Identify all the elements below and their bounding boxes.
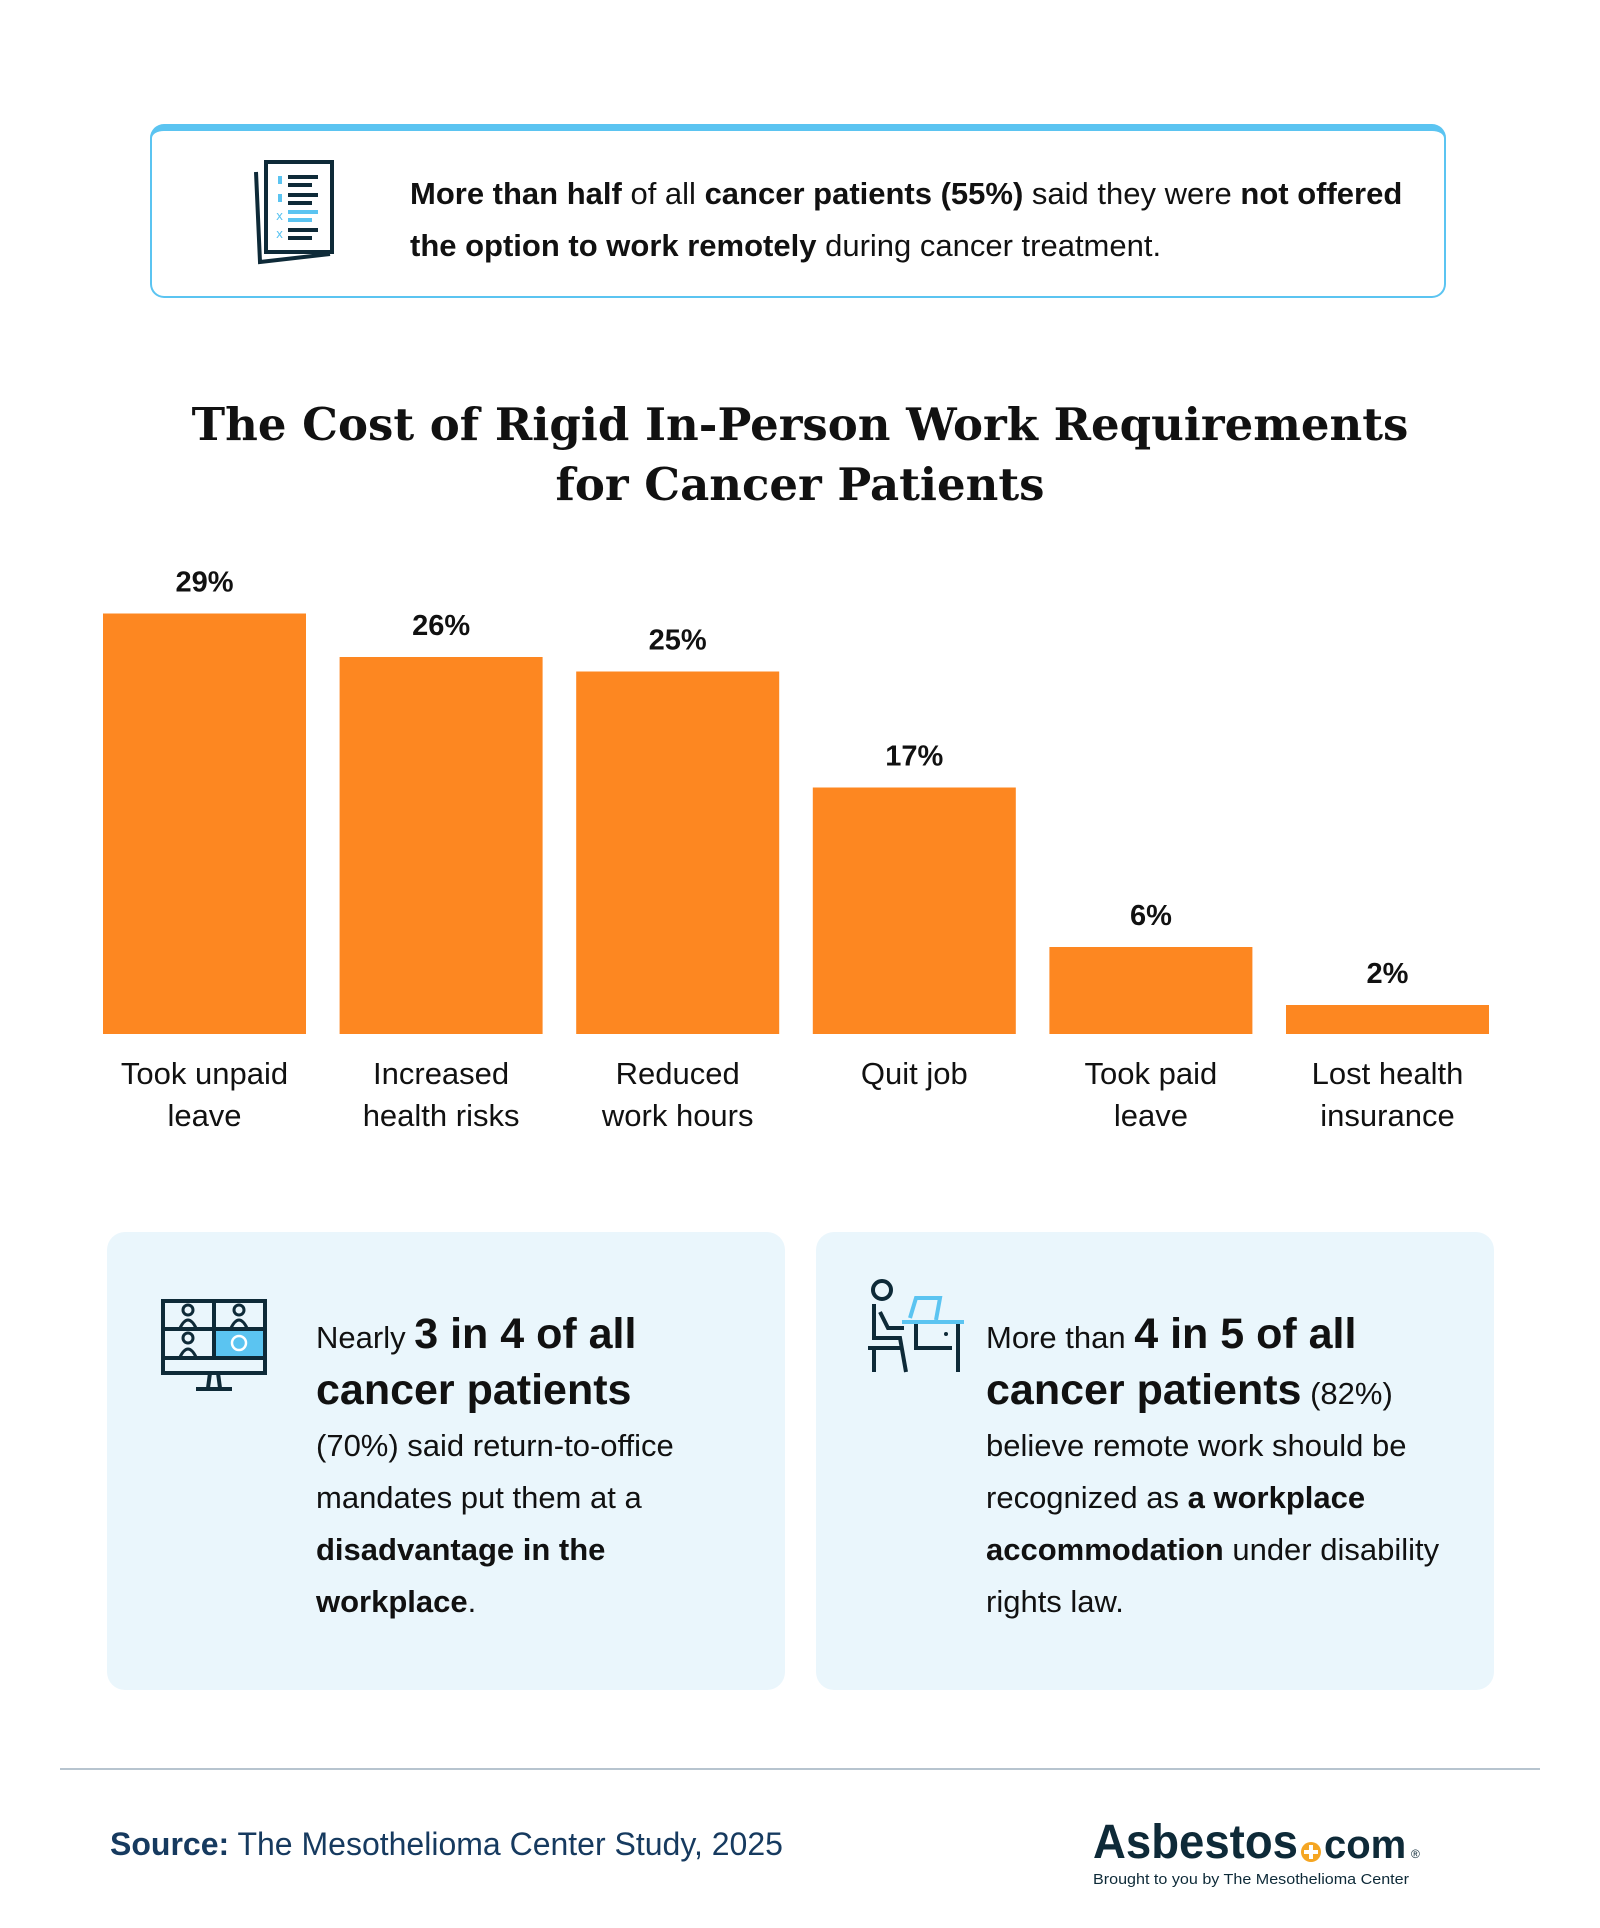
chart-title: The Cost of Rigid In-Person Work Require… [0,395,1600,515]
callout-text: More than half of all cancer patients (5… [410,168,1420,272]
source-note: Source: The Mesothelioma Center Study, 2… [110,1826,783,1863]
callout-segment: not offered the option to work remotely [410,176,1403,263]
bar [576,671,780,1034]
category-label: Lost health [1312,1056,1464,1091]
stat-card-right [816,1232,1494,1690]
card-body: believe remote work should be recognized… [986,1428,1407,1515]
card-lead: Nearly [316,1320,415,1355]
card-body-bold: a workplace accommodation [986,1480,1366,1567]
category-label: Took unpaid [121,1056,288,1091]
callout-segment: during cancer treatment. [816,228,1162,263]
callout-segment: of all [621,176,705,211]
card-body-end: under disability rights law. [986,1532,1440,1619]
category-label: insurance [1320,1098,1454,1133]
card-percent: (82%) [1301,1376,1393,1411]
person-at-desk-laptop-icon [868,1279,964,1373]
bar-value-label: 17% [885,741,943,773]
category-label: leave [1114,1098,1188,1133]
svg-text:®: ® [1411,1847,1420,1861]
bar [339,657,543,1034]
bar-value-label: 6% [1130,900,1172,932]
stat-card-left [107,1232,785,1690]
chart-title-line-2: for Cancer Patients [555,458,1045,511]
category-label: leave [167,1098,241,1133]
bar [1049,947,1253,1034]
card-headline: 3 in 4 of all cancer patients [316,1310,637,1414]
svg-text:com: com [1324,1823,1406,1867]
category-label: Took paid [1085,1056,1218,1091]
card-headline: 4 in 5 of all cancer patients [986,1310,1357,1414]
callout-segment: More than half [410,176,622,211]
svg-text:x: x [276,227,283,241]
svg-text:Asbestos: Asbestos [1093,1816,1298,1869]
category-label: Quit job [861,1056,968,1091]
category-label: work hours [601,1098,754,1133]
bar-value-label: 25% [649,625,707,657]
stat-card-right-text: More than 4 in 5 of all cancer patients … [986,1308,1466,1628]
svg-text:x: x [276,209,283,223]
source-text: The Mesothelioma Center Study, 2025 [229,1826,783,1862]
callout-segment: said they were [1023,176,1241,211]
video-call-grid-icon [161,1299,267,1391]
bar [812,787,1016,1034]
bar-value-label: 2% [1367,958,1409,990]
bar-chart: 29% Took unpaid leave 26% Increased health ri… [103,567,1489,1133]
card-body-bold: disadvantage in the workplace [316,1532,606,1619]
category-label: Reduced [616,1056,740,1091]
stat-card-left-text: Nearly 3 in 4 of all cancer patients (70%… [316,1308,756,1628]
card-body: (70%) said return-to-office mandates put… [316,1428,674,1515]
bar-value-label: 29% [175,567,233,599]
chart-title-line-1: The Cost of Rigid In-Person Work Require… [191,398,1409,451]
asbestos-com-logo: Asbestos com ® Brought to you by The Mes… [1093,1816,1420,1888]
category-label: Increased [373,1056,509,1091]
source-label: Source: [110,1826,230,1862]
bar-value-label: 26% [412,610,470,642]
callout-box [150,124,1446,298]
checklist-document-icon: x x [254,160,334,265]
card-body-end: . [467,1584,477,1619]
callout-segment: cancer patients (55%) [704,176,1024,211]
card-lead: More than [986,1320,1135,1355]
bar [1286,1005,1489,1034]
svg-text:Brought to you by The Mesothel: Brought to you by The Mesothelioma Cente… [1093,1871,1409,1888]
bar [103,613,306,1034]
category-label: health risks [363,1098,520,1133]
divider [60,1768,1540,1770]
